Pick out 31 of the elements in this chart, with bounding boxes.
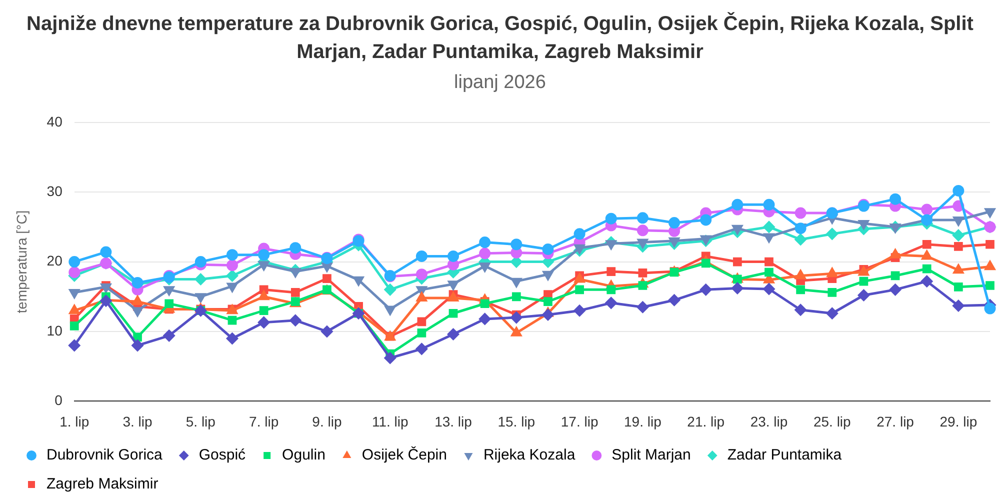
- y-tick-label: 40: [46, 113, 63, 130]
- x-tick-label: 29. lip: [940, 413, 978, 430]
- chart-title: Najniže dnevne temperature za Dubrovnik Gorica, Gospić, Ogulin, Osijek Čepin, Rijeka Kozala, Split Marjan, Zadar Puntamika, Zagreb Maksimir: [26, 11, 974, 65]
- x-tick-label: 25. lip: [813, 413, 852, 430]
- legend-label: Rijeka Kozala: [483, 446, 576, 464]
- legend-label: Zadar Puntamika: [727, 446, 842, 464]
- x-tick-label: 11. lip: [372, 413, 408, 430]
- x-tick-label: 7. lip: [249, 413, 279, 430]
- legend-label: Zagreb Maksimir: [46, 476, 158, 493]
- x-tick-label: 17. lip: [560, 413, 598, 430]
- x-tick-label: 15. lip: [498, 413, 536, 430]
- legend-label: Split Marjan: [612, 446, 691, 464]
- x-tick-label: 5. lip: [186, 413, 216, 430]
- legend-label: Gospić: [198, 446, 246, 464]
- x-tick-label: 13. lip: [434, 413, 472, 430]
- y-tick-label: 10: [46, 322, 63, 338]
- y-tick-label: 0: [54, 392, 63, 408]
- chart-subtitle: lipanj 2026: [453, 72, 547, 95]
- x-tick-label: 9. lip: [312, 413, 342, 430]
- x-tick-label: 3. lip: [122, 413, 153, 430]
- legend-label: Dubrovnik Gorica: [46, 446, 164, 464]
- x-tick-label: 21. lip: [687, 413, 725, 430]
- legend-label: Osijek Čepin: [362, 446, 447, 464]
- y-tick-label: 30: [46, 182, 63, 199]
- x-tick-label: 1. lip: [60, 413, 90, 430]
- x-tick-label: 19. lip: [624, 413, 662, 430]
- y-axis-title: temperatura [°C]: [13, 210, 30, 314]
- x-tick-label: 27. lip: [876, 413, 914, 430]
- legend-label: Ogulin: [282, 446, 326, 464]
- x-tick-label: 23. lip: [750, 413, 788, 430]
- y-tick-label: 20: [46, 252, 63, 269]
